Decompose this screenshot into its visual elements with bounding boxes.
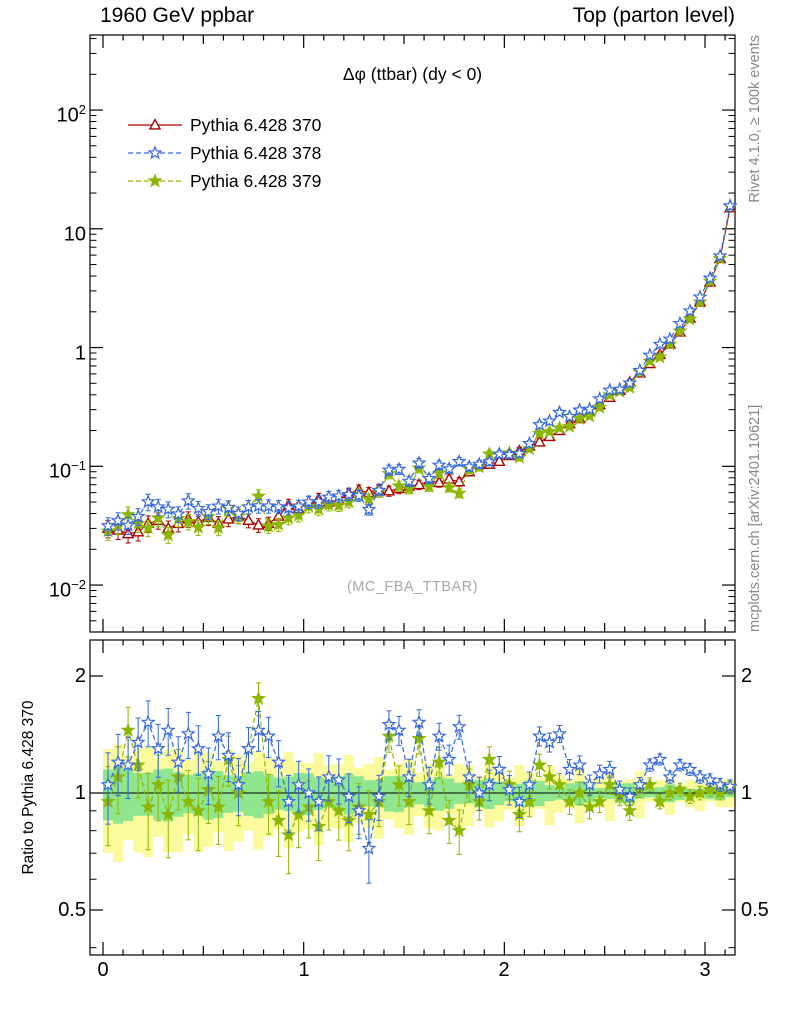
ratio-tick-right-2: 2 — [741, 665, 753, 687]
y-tick-label-1e-1: 10−1 — [48, 458, 86, 483]
legend-markers — [128, 118, 182, 188]
y-tick-label-1e-2: 10−2 — [48, 577, 86, 602]
x-tick-label-2: 2 — [498, 959, 510, 981]
y-tick-label-1e1: 10 — [63, 223, 86, 246]
ratio-tick-right-1: 1 — [741, 782, 753, 804]
header-process-label: Top (parton level) — [572, 4, 735, 27]
main-series — [100, 197, 738, 545]
watermark-analysis-name: (MC_FBA_TTBAR) — [346, 579, 479, 595]
y-tick-label-1: 1 — [74, 342, 86, 365]
ratio-uncertainty-bands — [103, 744, 736, 862]
legend-label-pythia-378: Pythia 6.428 378 — [190, 143, 322, 163]
legend-label-pythia-370: Pythia 6.428 370 — [190, 115, 322, 135]
ratio-tick-left-05: 0.5 — [58, 899, 86, 921]
rivet-version-label: Rivet 4.1.0, ≥ 100k events — [747, 35, 763, 203]
header-beam-label: 1960 GeV ppbar — [100, 4, 255, 27]
x-tick-label-3: 3 — [699, 959, 711, 981]
ratio-tick-left-1: 1 — [74, 782, 86, 804]
ratio-series — [90, 682, 738, 884]
ratio-tick-right-05: 0.5 — [741, 899, 769, 921]
ratio-tick-left-2: 2 — [74, 665, 86, 687]
plot-title: Δφ (ttbar) (dy < 0) — [342, 64, 483, 84]
ratio-axis-title: Ratio to Pythia 6.428 370 — [20, 700, 37, 875]
legend-label-pythia-379: Pythia 6.428 379 — [190, 171, 322, 191]
x-tick-label-0: 0 — [97, 959, 109, 981]
y-tick-label-1e2: 102 — [56, 102, 86, 127]
mcplots-citation-label: mcplots.cern.ch [arXiv:2401.10621] — [747, 404, 763, 632]
x-tick-label-1: 1 — [298, 959, 310, 981]
